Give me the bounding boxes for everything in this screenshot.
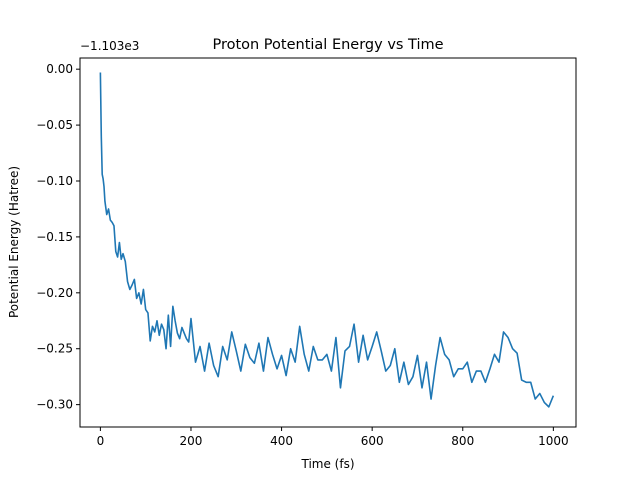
x-tick-label: 0 <box>97 434 105 448</box>
x-tick-label: 1000 <box>538 434 569 448</box>
y-tick-label: −0.15 <box>36 230 73 244</box>
plot-area: 0 200 400 600 800 1000 0.00 −0.05 −0.10 −0.15 −0.… <box>36 57 577 448</box>
line-layer <box>99 72 555 408</box>
axes-frame <box>79 57 577 428</box>
x-axis-ticks: 0 200 400 600 800 1000 <box>97 427 569 448</box>
x-tick-label: 200 <box>180 434 203 448</box>
y-tick-label: 0.00 <box>46 62 73 76</box>
series-line-0 <box>99 72 555 408</box>
y-axis-label: Potential Energy (Hatree) <box>7 166 21 318</box>
x-tick-label: 800 <box>451 434 474 448</box>
y-tick-label: −0.25 <box>36 342 73 356</box>
y-offset-label: −1.103e3 <box>80 39 139 53</box>
chart-title: Proton Potential Energy vs Time <box>212 37 443 53</box>
y-tick-label: −0.05 <box>36 118 73 132</box>
y-tick-label: −0.20 <box>36 286 73 300</box>
y-tick-label: −0.10 <box>36 174 73 188</box>
x-tick-label: 400 <box>270 434 293 448</box>
x-axis-label: Time (fs) <box>300 457 354 471</box>
y-axis-ticks: 0.00 −0.05 −0.10 −0.15 −0.20 −0.25 −0.30 <box>36 62 80 412</box>
x-tick-label: 600 <box>361 434 384 448</box>
y-tick-label: −0.30 <box>36 398 73 412</box>
